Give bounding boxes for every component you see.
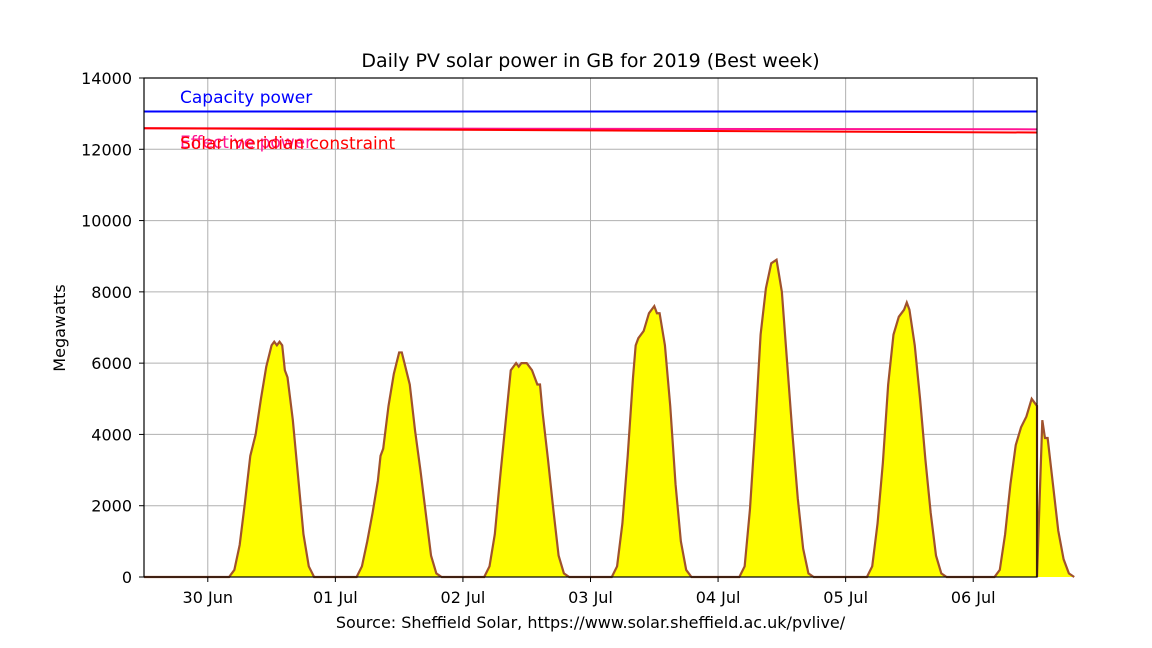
reference-lines <box>143 110 1038 134</box>
annotation-effective-power: Effective power <box>180 133 312 153</box>
pv-power-area <box>144 259 1075 577</box>
x-tick-label: 02 Jul <box>441 588 486 607</box>
x-tick-label: 06 Jul <box>951 588 996 607</box>
annotation-solar-meridian: Solar meridian constraint <box>180 134 396 154</box>
x-tick-label: 01 Jul <box>313 588 358 607</box>
x-tick-label: 04 Jul <box>696 588 741 607</box>
y-tick-label: 2000 <box>91 497 132 516</box>
y-tick-label: 6000 <box>91 354 132 373</box>
x-tick-label: 05 Jul <box>823 588 868 607</box>
y-tick-label: 12000 <box>81 140 132 159</box>
x-tick-label: 03 Jul <box>568 588 613 607</box>
annotation-capacity-power: Capacity power <box>180 88 312 108</box>
x-axis-label: Source: Sheffield Solar, https://www.sol… <box>336 613 846 632</box>
x-tick-label: 30 Jun <box>183 588 233 607</box>
solar-meridian-line <box>143 127 1038 134</box>
y-tick-label: 8000 <box>91 283 132 302</box>
grid <box>144 77 1037 578</box>
chart-title: Daily PV solar power in GB for 2019 (Bes… <box>361 50 819 72</box>
y-tick-label: 14000 <box>81 69 132 88</box>
y-tick-label: 4000 <box>91 425 132 444</box>
y-tick-label: 10000 <box>81 212 132 231</box>
y-axis-label: Megawatts <box>50 284 69 371</box>
axis-ticks: 0 2000 4000 6000 8000 10000 12000 14000 30 Jun 01… <box>81 69 995 607</box>
y-tick-label: 0 <box>122 568 132 587</box>
